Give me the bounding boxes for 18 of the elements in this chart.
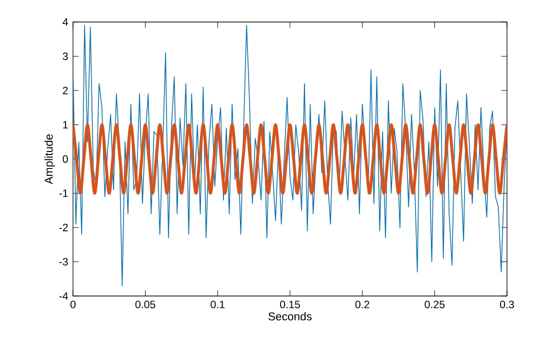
x-tick-label: 0.15 xyxy=(280,300,300,308)
y-tick-label: -1 xyxy=(59,190,68,197)
y-tick-label: 0 xyxy=(62,155,68,163)
y-tick-label: -2 xyxy=(59,224,68,232)
x-tick-label: 0.2 xyxy=(355,300,370,308)
x-tick-label: 0.3 xyxy=(500,300,514,308)
x-tick-label: 0 xyxy=(70,300,76,308)
y-tick-label: -4 xyxy=(59,292,68,300)
y-tick-label: 2 xyxy=(62,86,68,94)
y-tick-label: -3 xyxy=(59,258,68,266)
y-tick-label: 4 xyxy=(62,18,68,26)
y-tick-label: 3 xyxy=(62,52,68,60)
x-tick-label: 0.05 xyxy=(135,300,156,308)
y-axis-title: Amplitude xyxy=(44,134,55,184)
y-tick-label: 1 xyxy=(63,121,68,128)
x-tick-label: 0.1 xyxy=(210,300,225,308)
x-tick-label: 0.25 xyxy=(424,300,445,308)
x-axis-title: Seconds xyxy=(268,312,312,320)
